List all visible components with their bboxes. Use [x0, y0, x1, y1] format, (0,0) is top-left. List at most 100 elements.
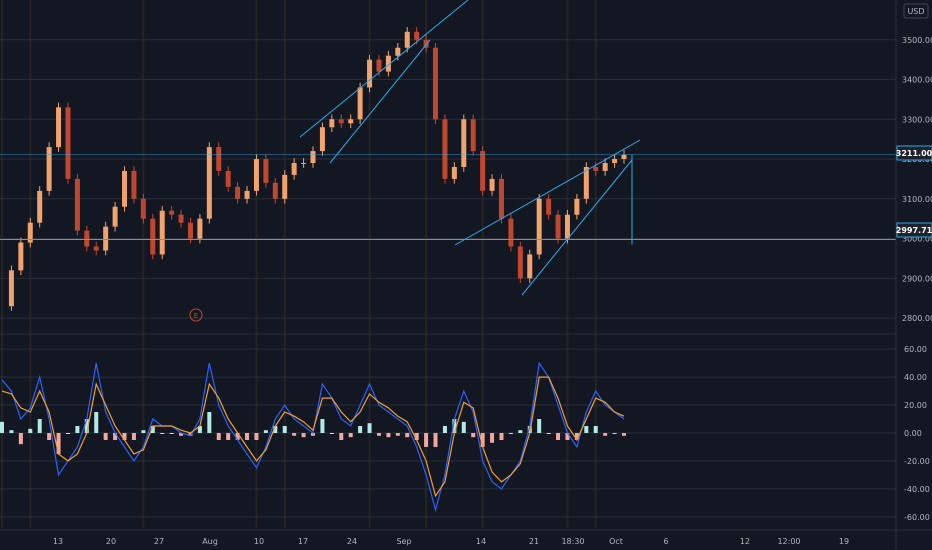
- candle-body[interactable]: [395, 47, 401, 56]
- candle-body[interactable]: [131, 170, 137, 199]
- candle-body[interactable]: [169, 210, 175, 215]
- candle-body[interactable]: [602, 163, 608, 171]
- candle-body[interactable]: [329, 119, 335, 128]
- histogram-bar: [499, 433, 504, 440]
- histogram-bar: [207, 412, 212, 433]
- candle-body[interactable]: [385, 55, 391, 72]
- candle-body[interactable]: [122, 170, 128, 207]
- candle-body[interactable]: [564, 214, 570, 239]
- currency-badge[interactable]: USD: [903, 3, 929, 19]
- volume-band: [1, 0, 3, 528]
- candle-body[interactable]: [93, 246, 99, 251]
- candle-body[interactable]: [310, 151, 316, 164]
- candle-body[interactable]: [480, 151, 486, 191]
- candle-body[interactable]: [140, 198, 146, 219]
- candle-body[interactable]: [74, 178, 80, 231]
- candle-body[interactable]: [348, 119, 354, 124]
- candle-body[interactable]: [546, 198, 552, 215]
- candle-body[interactable]: [319, 127, 325, 152]
- candle-body[interactable]: [470, 119, 476, 152]
- histogram-bar: [9, 430, 14, 433]
- candle-body[interactable]: [112, 206, 118, 227]
- candle-body[interactable]: [56, 107, 62, 148]
- candle-body[interactable]: [18, 242, 24, 271]
- candle-body[interactable]: [244, 190, 250, 199]
- candle-body[interactable]: [414, 31, 420, 40]
- level-price-badge[interactable]: 2997.71: [896, 222, 932, 238]
- histogram-bar: [433, 433, 438, 447]
- candle-body[interactable]: [517, 246, 523, 279]
- candle-body[interactable]: [291, 163, 297, 175]
- candle-body[interactable]: [404, 31, 410, 48]
- candle-body[interactable]: [574, 198, 580, 215]
- candle-body[interactable]: [555, 214, 561, 239]
- histogram-bar: [0, 421, 4, 433]
- candle-body[interactable]: [357, 87, 363, 120]
- histogram-bar: [131, 433, 136, 440]
- trendline[interactable]: [299, 0, 469, 138]
- candle-body[interactable]: [451, 166, 457, 179]
- candle-body[interactable]: [8, 270, 14, 307]
- candle-body[interactable]: [338, 119, 344, 124]
- candle-body[interactable]: [253, 159, 259, 191]
- candle-body[interactable]: [612, 159, 618, 164]
- candle-body[interactable]: [442, 119, 448, 179]
- candle-body[interactable]: [376, 59, 382, 72]
- candle-body[interactable]: [593, 166, 599, 171]
- candle-body[interactable]: [367, 59, 373, 88]
- histogram-bar: [414, 433, 419, 440]
- histogram-bar: [461, 421, 466, 433]
- candle-body[interactable]: [489, 178, 495, 191]
- oscillator-slow-line[interactable]: [1, 376, 625, 498]
- candle-body[interactable]: [187, 222, 193, 239]
- candle-body[interactable]: [46, 147, 52, 191]
- candle-body[interactable]: [461, 119, 467, 167]
- oscillator-fast-line[interactable]: [1, 361, 625, 513]
- candle-body[interactable]: [150, 218, 156, 255]
- time-axis[interactable]: 13 20 27 Aug 10 17 24 Sep 14 21 18:30 Oct 6 12 12:00 19: [53, 537, 849, 546]
- trendline[interactable]: [454, 139, 641, 246]
- candle-body[interactable]: [301, 163, 307, 165]
- candle-body[interactable]: [583, 166, 589, 199]
- oscillator-axis[interactable]: 60.00 40.00 20.00 0.00 -20.00 -40.00 -60.00: [904, 345, 930, 522]
- candle-body[interactable]: [103, 226, 109, 251]
- event-marker[interactable]: E: [189, 308, 203, 322]
- price-tick-label: 3100.00: [902, 195, 932, 204]
- candle-body[interactable]: [84, 230, 90, 247]
- time-tick-label: Aug: [202, 537, 218, 546]
- grid-lines: [0, 39, 896, 518]
- histogram-bar: [245, 433, 250, 440]
- candle-body[interactable]: [536, 198, 542, 255]
- candle-body[interactable]: [159, 210, 165, 255]
- histogram-bar: [282, 426, 287, 433]
- candle-body[interactable]: [433, 47, 439, 120]
- time-tick-label: 6: [663, 537, 668, 546]
- candle-body[interactable]: [235, 186, 241, 199]
- histogram-bar: [405, 433, 410, 438]
- candle-body[interactable]: [498, 178, 504, 219]
- histogram-bar: [28, 428, 33, 433]
- candle-body[interactable]: [282, 174, 288, 199]
- trendline[interactable]: [329, 39, 431, 164]
- current-price-badge[interactable]: 3211.00: [896, 145, 932, 161]
- histogram-bar: [273, 426, 278, 433]
- candle-body[interactable]: [527, 254, 533, 279]
- histogram-bar: [254, 433, 259, 440]
- candle-body[interactable]: [27, 222, 33, 243]
- candle-body[interactable]: [225, 170, 231, 187]
- candle-body[interactable]: [423, 39, 429, 48]
- candle-body[interactable]: [197, 218, 203, 239]
- candle-body[interactable]: [272, 182, 278, 199]
- candle-body[interactable]: [508, 218, 514, 247]
- candle-body[interactable]: [65, 107, 71, 179]
- candle-body[interactable]: [37, 190, 43, 223]
- candle-body[interactable]: [178, 214, 184, 223]
- candle-body[interactable]: [216, 147, 222, 171]
- candle-body[interactable]: [621, 154, 627, 160]
- candle-body[interactable]: [263, 159, 269, 183]
- time-tick-label: 27: [154, 537, 164, 546]
- candle-body[interactable]: [206, 147, 212, 219]
- trendline[interactable]: [521, 159, 633, 296]
- histogram-bar: [480, 433, 485, 447]
